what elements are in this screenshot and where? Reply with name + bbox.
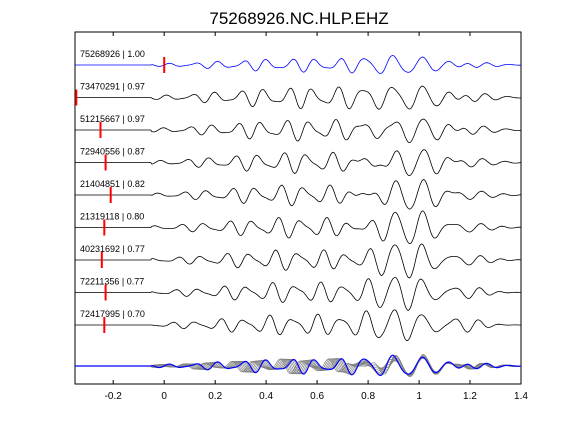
x-tick-label: 0.4 [259, 391, 273, 402]
plot-area [74, 31, 522, 385]
chart-title: 75268926.NC.HLP.EHZ [209, 9, 388, 28]
trace-rows: 75268926 | 1.00 73470291 | 0.97 51215667 |… [75, 49, 522, 342]
trace-line [75, 118, 522, 144]
stack-reference-line [75, 354, 521, 377]
trace-row: 75268926 | 1.00 [75, 49, 521, 74]
x-tick-label: 0.8 [361, 391, 375, 402]
x-tick-label: 0.6 [310, 391, 324, 402]
x-tick-label: 1.4 [514, 391, 528, 402]
trace-row: 72417995 | 0.70 [75, 309, 521, 342]
trace-label: 51215667 | 0.97 [80, 114, 145, 124]
trace-line [75, 85, 522, 110]
trace-line [75, 276, 522, 311]
x-tick-label: 0 [161, 391, 167, 402]
x-tick-label: -0.2 [105, 391, 123, 402]
trace-label: 73470291 | 0.97 [80, 82, 145, 92]
trace-row: 21319118 | 0.80 [75, 210, 521, 245]
trace-line [75, 54, 521, 74]
trace-label: 72417995 | 0.70 [80, 309, 145, 319]
trace-row: 21404851 | 0.82 [75, 179, 522, 210]
trace-row: 73470291 | 0.97 [75, 82, 522, 110]
trace-line [75, 210, 521, 245]
trace-line [75, 243, 521, 279]
trace-label: 21319118 | 0.80 [80, 212, 144, 222]
x-axis: -0.2 0 0.2 0.4 0.6 0.8 1 1.2 1.4 [105, 32, 528, 402]
trace-label: 72940556 | 0.87 [80, 147, 145, 157]
x-tick-label: 1.2 [463, 391, 477, 402]
trace-label: 21404851 | 0.82 [80, 179, 145, 189]
stack-traces [75, 354, 522, 378]
trace-label: 75268926 | 1.00 [80, 49, 145, 59]
trace-line [75, 179, 522, 210]
trace-label: 40231692 | 0.77 [80, 244, 145, 254]
trace-line [75, 309, 521, 342]
trace-line [75, 149, 522, 177]
x-tick-label: 0.2 [208, 391, 222, 402]
trace-row: 72940556 | 0.87 [75, 147, 522, 177]
trace-row: 40231692 | 0.77 [75, 243, 521, 279]
trace-row: 72211356 | 0.77 [75, 276, 522, 311]
x-tick-label: 1 [416, 391, 422, 402]
trace-row: 51215667 | 0.97 [75, 114, 522, 144]
trace-label: 72211356 | 0.77 [80, 277, 144, 287]
